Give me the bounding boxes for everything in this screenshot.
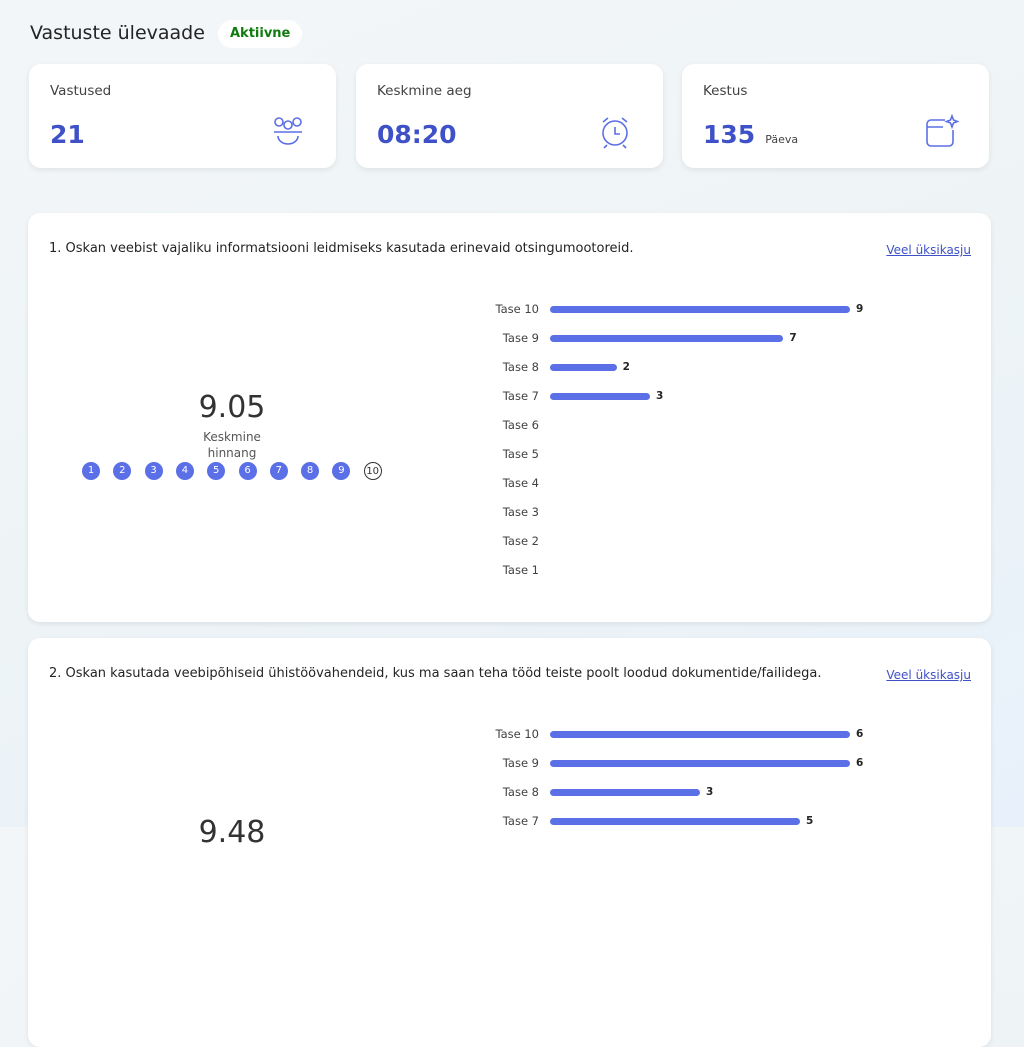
scale-dot: 2 xyxy=(113,462,132,480)
bar xyxy=(550,393,650,400)
level-label: Tase 5 xyxy=(502,447,539,461)
page: Vastuste ülevaade {"header": {"title": "… xyxy=(0,0,1024,850)
level-label: Tase 7 xyxy=(502,814,539,828)
level-label: Tase 2 xyxy=(502,534,539,548)
bar xyxy=(550,760,850,767)
status-badge: Aktiivne xyxy=(218,20,303,48)
people-icon xyxy=(274,117,302,145)
scale-dot: 8 xyxy=(301,462,320,480)
scale-dot: 1 xyxy=(82,462,100,480)
bar-value: 2 xyxy=(622,361,630,373)
scale-dot: 10 xyxy=(363,462,382,480)
level-label: Tase 9 xyxy=(502,756,539,770)
level-label: Tase 9 xyxy=(502,331,539,345)
level-label: Tase 4 xyxy=(502,476,539,490)
scale-dot: 5 xyxy=(207,462,226,480)
overview: Vastuste ülevaade Aktiivne Vastused 21 K… xyxy=(0,0,1024,850)
stat-label: Vastused xyxy=(50,83,112,99)
bar xyxy=(550,364,617,371)
scale-dot: 6 xyxy=(238,462,257,480)
level-label: Tase 6 xyxy=(502,418,539,432)
level-label: Tase 8 xyxy=(502,785,539,799)
bar-value: 9 xyxy=(856,303,864,315)
average-label: Keskmine hinnang xyxy=(203,430,261,460)
calendar-icon xyxy=(926,114,959,147)
bar xyxy=(550,335,784,342)
bar-value: 6 xyxy=(856,757,864,769)
level-label: Tase 7 xyxy=(502,389,539,403)
level-label: Tase 1 xyxy=(502,563,539,577)
stat-label: Keskmine aeg xyxy=(377,83,472,99)
question-title: 1. Oskan veebist vajaliku informatsiooni… xyxy=(49,241,634,256)
details-link[interactable]: Veel üksikasju xyxy=(886,243,971,257)
scale-dot: 4 xyxy=(175,462,194,480)
stat-value: 08:20 xyxy=(377,120,457,149)
scale-dot: 9 xyxy=(332,462,351,480)
stat-value: 135 Päeva xyxy=(703,120,798,149)
stat-number: 135 xyxy=(703,120,756,149)
level-label: Tase 8 xyxy=(502,360,539,374)
question-title: 2. Oskan kasutada veebipõhiseid ühistööv… xyxy=(49,666,822,681)
stat-value: 21 xyxy=(50,120,85,149)
bar xyxy=(550,818,800,825)
stat-card: Kestus 135 Päeva xyxy=(682,64,989,168)
bar xyxy=(550,731,850,738)
stat-label: Kestus xyxy=(703,83,748,99)
stat-unit: Päeva xyxy=(765,133,799,146)
bar-value: 5 xyxy=(806,815,814,827)
bar xyxy=(550,789,700,796)
bar-value: 3 xyxy=(656,390,664,402)
bar-value: 6 xyxy=(856,728,864,740)
average-value: 9.05 xyxy=(198,390,266,425)
stat-card: Keskmine aeg 08:20 xyxy=(356,64,663,168)
page-title: Vastuste ülevaade xyxy=(30,22,205,44)
scale-dot: 7 xyxy=(269,462,288,480)
level-label: Tase 10 xyxy=(495,727,539,741)
level-label: Tase 10 xyxy=(495,302,539,316)
question-card: 2. Oskan kasutada veebipõhiseid ühistööv… xyxy=(28,638,991,1047)
bar-value: 3 xyxy=(706,786,714,798)
level-label: Tase 3 xyxy=(502,505,539,519)
bar xyxy=(550,306,850,313)
details-link[interactable]: Veel üksikasju xyxy=(886,668,971,682)
scale-dot: 3 xyxy=(144,462,163,480)
clock-icon xyxy=(602,117,628,149)
question-card: 1. Oskan veebist vajaliku informatsiooni… xyxy=(28,213,991,622)
stat-card: Vastused 21 xyxy=(29,64,336,168)
average-value: 9.48 xyxy=(198,815,266,850)
bar-value: 7 xyxy=(789,332,797,344)
